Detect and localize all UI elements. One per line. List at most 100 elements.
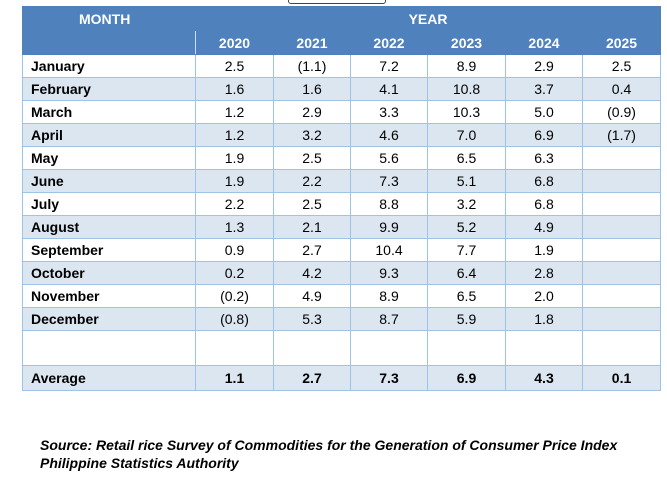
value-cell-2024: 1.9	[505, 238, 583, 262]
month-cell: April	[22, 123, 196, 147]
table-row: February 1.6 1.6 4.1 10.8 3.7 0.4	[22, 77, 662, 101]
value-cell-2024: 6.8	[505, 192, 583, 216]
month-cell: December	[22, 307, 196, 331]
table-row: January 2.5 (1.1) 7.2 8.9 2.9 2.5	[22, 54, 662, 78]
value-cell-2022: 8.8	[350, 192, 428, 216]
table-row: August 1.3 2.1 9.9 5.2 4.9	[22, 215, 662, 239]
value-cell-2020: (0.2)	[195, 284, 274, 308]
value-cell-2022: 3.3	[350, 100, 428, 124]
value-cell-2021: 4.9	[273, 284, 351, 308]
average-cell-2021: 2.7	[273, 365, 351, 391]
blank-cell	[350, 330, 428, 366]
month-cell: June	[22, 169, 196, 193]
value-cell-2023: 6.5	[427, 284, 506, 308]
table-row: June 1.9 2.2 7.3 5.1 6.8	[22, 169, 662, 193]
value-cell-2023: 5.9	[427, 307, 506, 331]
month-cell: January	[22, 54, 196, 78]
value-cell-2023: 5.2	[427, 215, 506, 239]
value-cell-2022: 4.1	[350, 77, 428, 101]
average-row: Average 1.1 2.7 7.3 6.9 4.3 0.1	[22, 365, 662, 391]
blank-spacer-row	[22, 330, 662, 366]
year-header-2021: 2021	[273, 30, 351, 55]
value-cell-2022: 10.4	[350, 238, 428, 262]
blank-cell	[427, 330, 506, 366]
value-cell-2020: 1.9	[195, 146, 274, 170]
value-cell-2020: 2.2	[195, 192, 274, 216]
month-cell: May	[22, 146, 196, 170]
value-cell-2021: 2.1	[273, 215, 351, 239]
month-cell: November	[22, 284, 196, 308]
table-row: December (0.8) 5.3 8.7 5.9 1.8	[22, 307, 662, 331]
average-cell-2024: 4.3	[505, 365, 583, 391]
table-row: September 0.9 2.7 10.4 7.7 1.9	[22, 238, 662, 262]
value-cell-2021: 4.2	[273, 261, 351, 285]
year-header-2020: 2020	[195, 30, 274, 55]
year-header-2024: 2024	[505, 30, 583, 55]
value-cell-2024: 2.9	[505, 54, 583, 78]
value-cell-2022: 9.3	[350, 261, 428, 285]
source-note: Source: Retail rice Survey of Commoditie…	[40, 437, 618, 471]
value-cell-2025	[581, 238, 662, 262]
value-cell-2020: 1.6	[195, 77, 274, 101]
value-cell-2022: 8.9	[350, 284, 428, 308]
value-cell-2021: 3.2	[273, 123, 351, 147]
month-cell: July	[22, 192, 196, 216]
value-cell-2025	[581, 215, 662, 239]
month-cell: February	[22, 77, 196, 101]
average-label: Average	[22, 365, 196, 391]
blank-cell	[195, 330, 274, 366]
value-cell-2023: 8.9	[427, 54, 506, 78]
value-cell-2020: 0.9	[195, 238, 274, 262]
value-cell-2025: 2.5	[581, 54, 662, 78]
value-cell-2024: 2.0	[505, 284, 583, 308]
value-cell-2020: (0.8)	[195, 307, 274, 331]
value-cell-2024: 6.3	[505, 146, 583, 170]
value-cell-2020: 1.2	[195, 100, 274, 124]
table-row: July 2.2 2.5 8.8 3.2 6.8	[22, 192, 662, 216]
month-cell: March	[22, 100, 196, 124]
table-row: October 0.2 4.2 9.3 6.4 2.8	[22, 261, 662, 285]
value-cell-2025	[581, 192, 662, 216]
value-cell-2025	[581, 261, 662, 285]
value-cell-2024: 4.9	[505, 215, 583, 239]
year-header-2025: 2025	[581, 30, 662, 55]
value-cell-2024: 2.8	[505, 261, 583, 285]
value-cell-2025: (1.7)	[581, 123, 662, 147]
cropped-title-box-edge	[288, 0, 386, 4]
year-header-2022: 2022	[350, 30, 428, 55]
average-cell-2022: 7.3	[350, 365, 428, 391]
value-cell-2023: 7.7	[427, 238, 506, 262]
value-cell-2025	[581, 169, 662, 193]
value-cell-2022: 8.7	[350, 307, 428, 331]
value-cell-2022: 5.6	[350, 146, 428, 170]
value-cell-2020: 1.3	[195, 215, 274, 239]
value-cell-2022: 4.6	[350, 123, 428, 147]
table-row: March 1.2 2.9 3.3 10.3 5.0 (0.9)	[22, 100, 662, 124]
value-cell-2024: 6.8	[505, 169, 583, 193]
value-cell-2020: 0.2	[195, 261, 274, 285]
value-cell-2023: 7.0	[427, 123, 506, 147]
month-cell: September	[22, 238, 196, 262]
value-cell-2020: 1.9	[195, 169, 274, 193]
value-cell-2021: 2.9	[273, 100, 351, 124]
value-cell-2021: 2.5	[273, 192, 351, 216]
value-cell-2024: 5.0	[505, 100, 583, 124]
value-cell-2021: 2.2	[273, 169, 351, 193]
blank-cell	[581, 330, 662, 366]
month-header-blank	[22, 30, 196, 55]
table-row: November (0.2) 4.9 8.9 6.5 2.0	[22, 284, 662, 308]
blank-cell	[22, 330, 196, 366]
value-cell-2022: 7.2	[350, 54, 428, 78]
value-cell-2022: 9.9	[350, 215, 428, 239]
value-cell-2025: 0.4	[581, 77, 662, 101]
value-cell-2020: 2.5	[195, 54, 274, 78]
value-cell-2023: 10.3	[427, 100, 506, 124]
header-row-top: MONTH YEAR	[22, 6, 662, 31]
month-column-header: MONTH	[22, 6, 196, 31]
value-cell-2021: 2.7	[273, 238, 351, 262]
value-cell-2025	[581, 284, 662, 308]
blank-cell	[505, 330, 583, 366]
average-cell-2023: 6.9	[427, 365, 506, 391]
header-row-years: 2020 2021 2022 2023 2024 2025	[22, 30, 662, 55]
value-cell-2023: 3.2	[427, 192, 506, 216]
